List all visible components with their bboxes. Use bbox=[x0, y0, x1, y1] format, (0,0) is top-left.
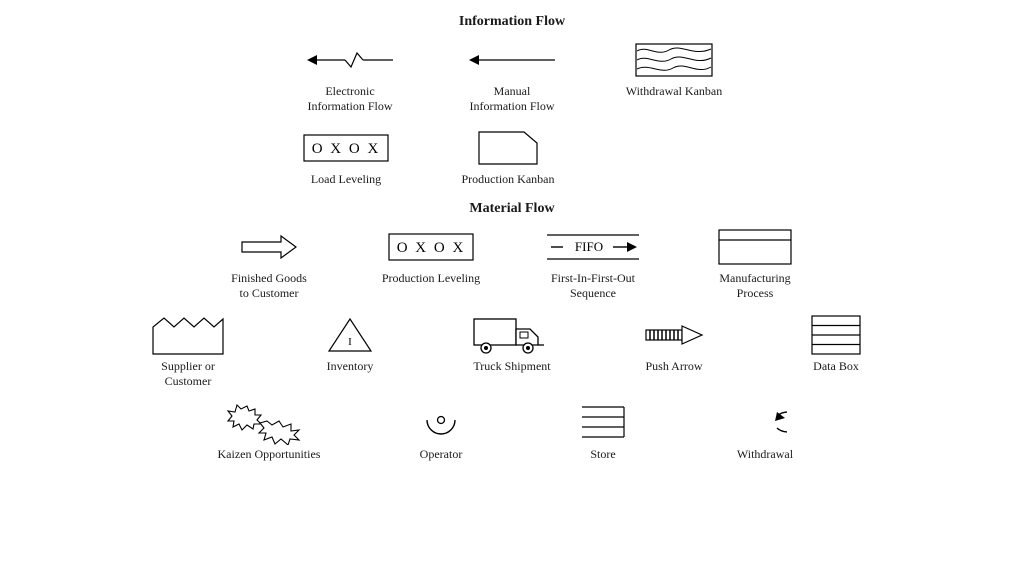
inventory-label: Inventory bbox=[327, 359, 374, 374]
withdrawal-label: Withdrawal bbox=[737, 447, 793, 462]
electronic-info-flow-icon bbox=[305, 40, 395, 80]
symbol-withdrawal: Withdrawal bbox=[700, 403, 830, 462]
push-arrow-icon bbox=[644, 315, 704, 355]
supplier-customer-icon bbox=[152, 315, 224, 355]
production-kanban-icon bbox=[478, 128, 538, 168]
push-arrow-label: Push Arrow bbox=[645, 359, 702, 374]
fifo-label: First-In-First-OutSequence bbox=[551, 271, 635, 301]
info-flow-row-2: O X O X Load Leveling Production Kanban bbox=[0, 128, 1024, 187]
data-box-icon bbox=[811, 315, 861, 355]
store-label: Store bbox=[590, 447, 615, 462]
symbol-store: Store bbox=[538, 403, 668, 462]
manual-info-flow-icon bbox=[467, 40, 557, 80]
material-flow-row-1: Finished Goodsto Customer O X O X Produc… bbox=[0, 227, 1024, 301]
svg-text:FIFO: FIFO bbox=[575, 239, 603, 254]
symbol-load-leveling: O X O X Load Leveling bbox=[281, 128, 411, 187]
section-title-info-flow: Information Flow bbox=[0, 14, 1024, 30]
symbol-data-box: Data Box bbox=[771, 315, 901, 389]
truck-shipment-label: Truck Shipment bbox=[473, 359, 550, 374]
store-icon bbox=[580, 403, 626, 443]
supplier-customer-label: Supplier orCustomer bbox=[161, 359, 215, 389]
symbol-fifo: FIFO First-In-First-OutSequence bbox=[528, 227, 658, 301]
data-box-label: Data Box bbox=[813, 359, 859, 374]
manual-info-flow-label: ManualInformation Flow bbox=[470, 84, 555, 114]
symbol-finished-goods: Finished Goodsto Customer bbox=[204, 227, 334, 301]
finished-goods-label: Finished Goodsto Customer bbox=[231, 271, 307, 301]
symbol-truck-shipment: Truck Shipment bbox=[447, 315, 577, 389]
symbol-supplier-customer: Supplier orCustomer bbox=[123, 315, 253, 389]
finished-goods-icon bbox=[241, 227, 297, 267]
kaizen-label: Kaizen Opportunities bbox=[218, 447, 321, 462]
svg-text:O X O X: O X O X bbox=[397, 240, 466, 256]
symbol-inventory: I Inventory bbox=[285, 315, 415, 389]
fifo-icon: FIFO bbox=[545, 227, 641, 267]
symbol-manual-info-flow: ManualInformation Flow bbox=[447, 40, 577, 114]
symbol-manufacturing-process: ManufacturingProcess bbox=[690, 227, 820, 301]
load-leveling-icon: O X O X bbox=[303, 128, 389, 168]
symbol-electronic-info-flow: ElectronicInformation Flow bbox=[285, 40, 415, 114]
symbol-operator: Operator bbox=[376, 403, 506, 462]
svg-text:O X O X: O X O X bbox=[312, 141, 381, 157]
truck-shipment-icon bbox=[472, 315, 552, 355]
operator-icon bbox=[421, 403, 461, 443]
operator-label: Operator bbox=[420, 447, 463, 462]
withdrawal-icon bbox=[743, 403, 787, 443]
inventory-icon: I bbox=[327, 315, 373, 355]
symbol-production-leveling: O X O X Production Leveling bbox=[366, 227, 496, 301]
withdrawal-kanban-icon bbox=[635, 40, 713, 80]
section-title-material-flow: Material Flow bbox=[0, 201, 1024, 217]
manufacturing-process-label: ManufacturingProcess bbox=[719, 271, 790, 301]
withdrawal-kanban-label: Withdrawal Kanban bbox=[626, 84, 722, 99]
svg-text:I: I bbox=[348, 336, 352, 348]
material-flow-row-2: Supplier orCustomer I Inventory Truck Sh… bbox=[0, 315, 1024, 389]
electronic-info-flow-label: ElectronicInformation Flow bbox=[308, 84, 393, 114]
production-leveling-label: Production Leveling bbox=[382, 271, 480, 286]
symbol-kaizen: Kaizen Opportunities bbox=[194, 403, 344, 462]
symbol-production-kanban: Production Kanban bbox=[443, 128, 573, 187]
production-kanban-label: Production Kanban bbox=[462, 172, 555, 187]
symbol-withdrawal-kanban: Withdrawal Kanban bbox=[609, 40, 739, 114]
manufacturing-process-icon bbox=[718, 227, 792, 267]
info-flow-row-1: ElectronicInformation Flow ManualInforma… bbox=[0, 40, 1024, 114]
load-leveling-label: Load Leveling bbox=[311, 172, 381, 187]
production-leveling-icon: O X O X bbox=[388, 227, 474, 267]
symbol-push-arrow: Push Arrow bbox=[609, 315, 739, 389]
kaizen-icon bbox=[219, 403, 319, 443]
material-flow-row-3: Kaizen Opportunities Operator Store bbox=[0, 403, 1024, 462]
